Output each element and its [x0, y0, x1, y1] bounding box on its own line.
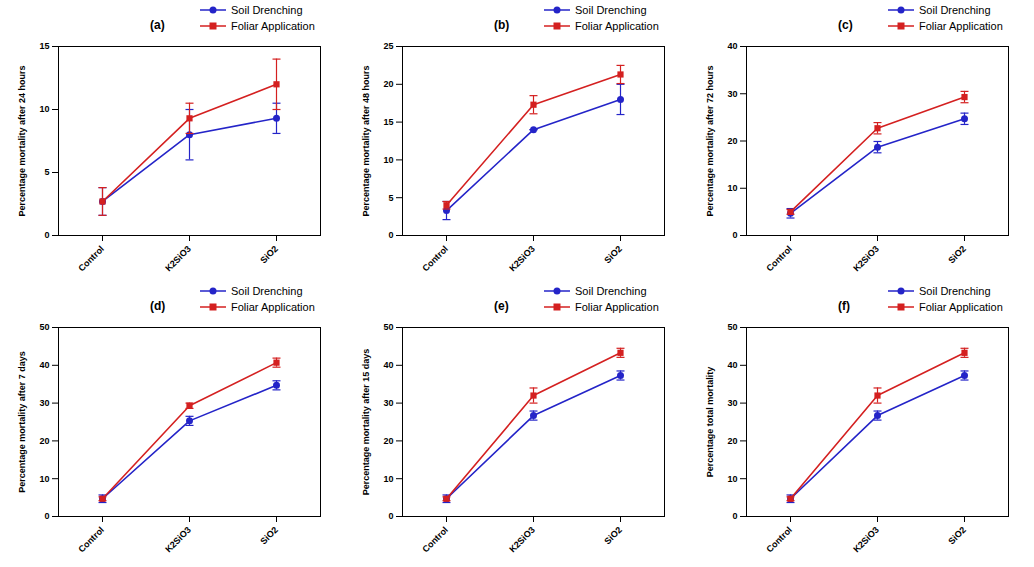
html-text:(f): (f): [838, 299, 850, 313]
svg-text:20: 20: [727, 136, 737, 146]
svg-text:40: 40: [383, 360, 393, 370]
svg-text:15: 15: [383, 117, 393, 127]
svg-text:30: 30: [39, 398, 49, 408]
svg-text:K2SiO3: K2SiO3: [507, 244, 537, 274]
svg-text:40: 40: [727, 41, 737, 51]
svg-text:5: 5: [44, 167, 49, 177]
svg-text:0: 0: [388, 230, 393, 240]
html-text:Foliar Application: Foliar Application: [231, 20, 315, 32]
svg-text:30: 30: [727, 398, 737, 408]
svg-text:K2SiO3: K2SiO3: [163, 525, 193, 555]
svg-text:SiO2: SiO2: [602, 525, 624, 547]
html-text:Foliar Application: Foliar Application: [575, 301, 659, 313]
svg-text:Control: Control: [764, 525, 794, 555]
svg-text:Percentage mortality after 15: Percentage mortality after 15 days: [361, 349, 371, 496]
svg-text:20: 20: [383, 79, 393, 89]
svg-text:20: 20: [39, 436, 49, 446]
svg-text:SiO2: SiO2: [258, 525, 280, 547]
html-text:Foliar Application: Foliar Application: [919, 301, 1003, 313]
html-text:(a): (a): [150, 18, 165, 32]
svg-text:0: 0: [44, 230, 49, 240]
svg-text:Percentage mortality after 7 d: Percentage mortality after 7 days: [17, 351, 27, 493]
svg-text:Percentage total mortality: Percentage total mortality: [705, 367, 715, 478]
svg-text:0: 0: [732, 230, 737, 240]
svg-text:Control: Control: [420, 525, 450, 555]
svg-text:K2SiO3: K2SiO3: [507, 525, 537, 555]
svg-text:Control: Control: [76, 525, 106, 555]
svg-text:40: 40: [727, 360, 737, 370]
svg-text:20: 20: [383, 436, 393, 446]
svg-text:Control: Control: [76, 244, 106, 274]
svg-text:0: 0: [388, 511, 393, 521]
svg-text:SiO2: SiO2: [258, 244, 280, 266]
html-text:(d): (d): [150, 299, 166, 313]
svg-text:K2SiO3: K2SiO3: [851, 525, 881, 555]
svg-text:10: 10: [383, 155, 393, 165]
svg-text:SiO2: SiO2: [946, 525, 968, 547]
html-text:(c): (c): [838, 18, 853, 32]
svg-text:Percentage mortality after 72: Percentage mortality after 72 hours: [705, 65, 715, 216]
svg-text:0: 0: [44, 511, 49, 521]
svg-text:Percentage mortality after 24: Percentage mortality after 24 hours: [17, 65, 27, 216]
svg-text:5: 5: [388, 193, 393, 203]
svg-text:30: 30: [727, 89, 737, 99]
svg-text:Control: Control: [764, 244, 794, 274]
html-text:(b): (b): [494, 18, 510, 32]
svg-text:50: 50: [39, 322, 49, 332]
html-text:Foliar Application: Foliar Application: [575, 20, 659, 32]
svg-text:30: 30: [383, 398, 393, 408]
svg-text:50: 50: [727, 322, 737, 332]
html-text:Soil Drenching: Soil Drenching: [575, 285, 647, 297]
svg-text:10: 10: [383, 474, 393, 484]
svg-text:K2SiO3: K2SiO3: [851, 244, 881, 274]
svg-text:SiO2: SiO2: [602, 244, 624, 266]
svg-text:SiO2: SiO2: [946, 244, 968, 266]
html-text:Soil Drenching: Soil Drenching: [231, 4, 303, 16]
svg-text:Control: Control: [420, 244, 450, 274]
svg-text:15: 15: [39, 41, 49, 51]
svg-text:40: 40: [39, 360, 49, 370]
svg-text:10: 10: [727, 183, 737, 193]
html-text:Foliar Application: Foliar Application: [231, 301, 315, 313]
svg-text:10: 10: [39, 474, 49, 484]
html-text:Foliar Application: Foliar Application: [919, 20, 1003, 32]
html-text:(e): (e): [494, 299, 509, 313]
svg-text:10: 10: [727, 474, 737, 484]
svg-text:10: 10: [39, 104, 49, 114]
svg-text:20: 20: [727, 436, 737, 446]
html-text:Soil Drenching: Soil Drenching: [575, 4, 647, 16]
svg-text:25: 25: [383, 41, 393, 51]
html-text:Soil Drenching: Soil Drenching: [919, 285, 991, 297]
svg-text:0: 0: [732, 511, 737, 521]
svg-text:Percentage mortality after 48: Percentage mortality after 48 hours: [361, 65, 371, 216]
svg-text:50: 50: [383, 322, 393, 332]
html-text:Soil Drenching: Soil Drenching: [231, 285, 303, 297]
svg-text:K2SiO3: K2SiO3: [163, 244, 193, 274]
html-text:Soil Drenching: Soil Drenching: [919, 4, 991, 16]
